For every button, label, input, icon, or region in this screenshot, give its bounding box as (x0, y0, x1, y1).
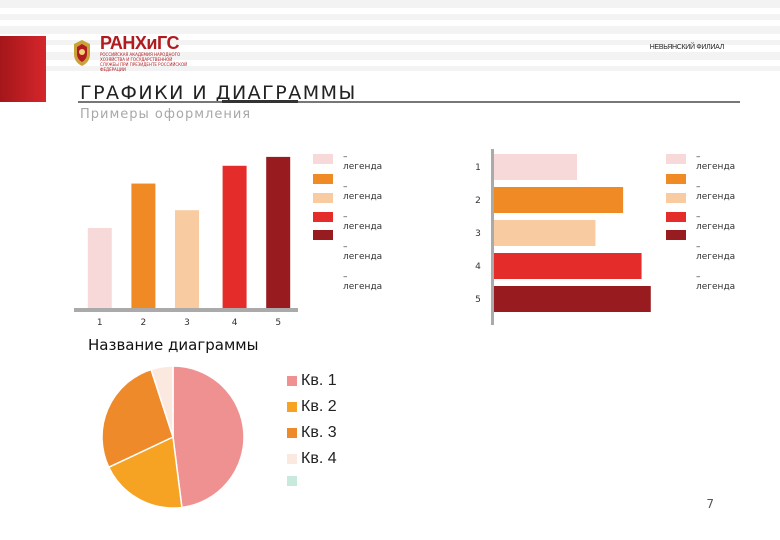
vertical-bar-legend: – легенда – легенда – легенда – легенда – ле… (313, 152, 403, 312)
legend-swatch (313, 245, 333, 255)
legend-entry: Кв. 1 (287, 372, 337, 390)
page-number: 7 (706, 497, 714, 511)
legend-label: – легенда (343, 272, 383, 292)
vertical-bar-chart: 1 2 3 4 5 (70, 140, 300, 340)
legend-entry: Кв. 2 (287, 398, 337, 416)
legend-entry: Кв. 4 (287, 450, 337, 468)
legend-swatch (666, 193, 686, 203)
legend-swatch (313, 154, 333, 164)
pie-slice-1 (172, 365, 245, 509)
pie-slice-4 (150, 365, 174, 438)
legend-label: – легенда (696, 242, 736, 262)
pie-chart (100, 364, 246, 510)
legend-entry: – легенда (666, 272, 735, 292)
x-tick-label: 3 (184, 318, 190, 328)
page-title: ГРАФИКИ И ДИАГРАММЫ (80, 82, 357, 104)
legend-swatch (313, 212, 333, 222)
legend-swatch (666, 230, 686, 240)
legend-swatch (287, 402, 297, 412)
x-tick-label: 2 (141, 318, 147, 328)
bar-4 (494, 253, 642, 279)
legend-swatch (666, 174, 686, 184)
x-tick-label: 4 (232, 318, 238, 328)
legend-entry: – легенда (666, 242, 735, 262)
x-tick-label: 1 (97, 318, 103, 328)
pie-chart-title: Название диаграммы (88, 336, 259, 354)
legend-label: – легенда (696, 212, 736, 232)
legend-label: – легенда (696, 182, 736, 202)
y-tick-label: 4 (475, 262, 481, 272)
legend-entry: Кв. 3 (287, 424, 337, 442)
logo: РАНХиГС РОССИЙСКАЯ АКАДЕМИЯ НАРОДНОГО ХО… (70, 34, 192, 72)
legend-label: – легенда (343, 182, 383, 202)
bar-2 (131, 183, 156, 308)
page-subtitle: Примеры оформления (80, 107, 252, 122)
legend-label: Кв. 3 (301, 424, 337, 441)
legend-entry: – легенда (313, 212, 382, 232)
legend-label: Кв. 4 (301, 450, 337, 467)
legend-swatch (287, 376, 297, 386)
logo-title: РАНХиГС (100, 33, 179, 53)
legend-swatch (287, 454, 297, 464)
legend-swatch (287, 428, 297, 438)
legend-label: – легенда (696, 152, 736, 172)
legend-entry: – легенда (313, 152, 382, 172)
legend-swatch (313, 275, 333, 285)
bar-3 (494, 220, 596, 246)
y-axis-line (491, 149, 494, 325)
emblem-icon (74, 40, 90, 66)
bar-5 (266, 156, 291, 308)
bar-2 (494, 187, 624, 213)
bar-4 (222, 165, 247, 308)
y-tick-label: 5 (475, 295, 481, 305)
y-tick-label: 2 (475, 196, 481, 206)
x-tick-label: 5 (275, 318, 281, 328)
branch-name: НЕВЬЯНСКИЙ ФИЛИАЛ (649, 44, 725, 51)
title-divider (78, 101, 740, 103)
pie-slice-2 (107, 435, 183, 509)
bar-3 (175, 210, 199, 308)
legend-swatch (313, 230, 333, 240)
legend-swatch (666, 212, 686, 222)
x-axis-line (74, 308, 298, 312)
legend-entry (287, 476, 301, 486)
y-tick-label: 1 (475, 163, 481, 173)
legend-label: Кв. 2 (301, 398, 337, 415)
accent-bar (0, 36, 46, 102)
horizontal-bar-chart: 1 2 3 4 5 (470, 145, 670, 325)
legend-swatch (666, 275, 686, 285)
y-tick-label: 3 (475, 229, 481, 239)
pie-chart-plot (101, 365, 245, 509)
horizontal-bar-legend: – легенда – легенда – легенда – легенда – ле… (666, 152, 756, 312)
legend-label: – легенда (343, 152, 383, 172)
horizontal-bar-chart-plot: 1 2 3 4 5 (475, 149, 651, 325)
legend-entry: – легенда (666, 212, 735, 232)
legend-swatch (666, 154, 686, 164)
legend-entry: – легенда (313, 272, 382, 292)
pie-legend: Кв. 1 Кв. 2 Кв. 3 Кв. 4 (287, 372, 407, 502)
bar-1 (87, 228, 112, 308)
title-divider-accent (222, 100, 298, 103)
bar-1 (494, 154, 577, 180)
legend-label: – легенда (343, 212, 383, 232)
legend-entry: – легенда (666, 152, 735, 172)
legend-label: – легенда (696, 272, 736, 292)
logo-subtitle: РОССИЙСКАЯ АКАДЕМИЯ НАРОДНОГО ХОЗЯЙСТВА … (100, 52, 188, 72)
legend-entry: – легенда (666, 182, 735, 202)
legend-swatch (666, 245, 686, 255)
legend-swatch (313, 174, 333, 184)
legend-entry: – легенда (313, 182, 382, 202)
pie-slice-3 (101, 368, 174, 469)
legend-label: – легенда (343, 242, 383, 262)
bar-5 (494, 286, 651, 312)
legend-entry: – легенда (313, 242, 382, 262)
header-background (0, 0, 780, 80)
legend-label: Кв. 1 (301, 372, 337, 389)
legend-swatch (313, 193, 333, 203)
legend-swatch (287, 476, 297, 486)
vertical-bar-chart-plot: 1 2 3 4 5 (74, 156, 298, 328)
